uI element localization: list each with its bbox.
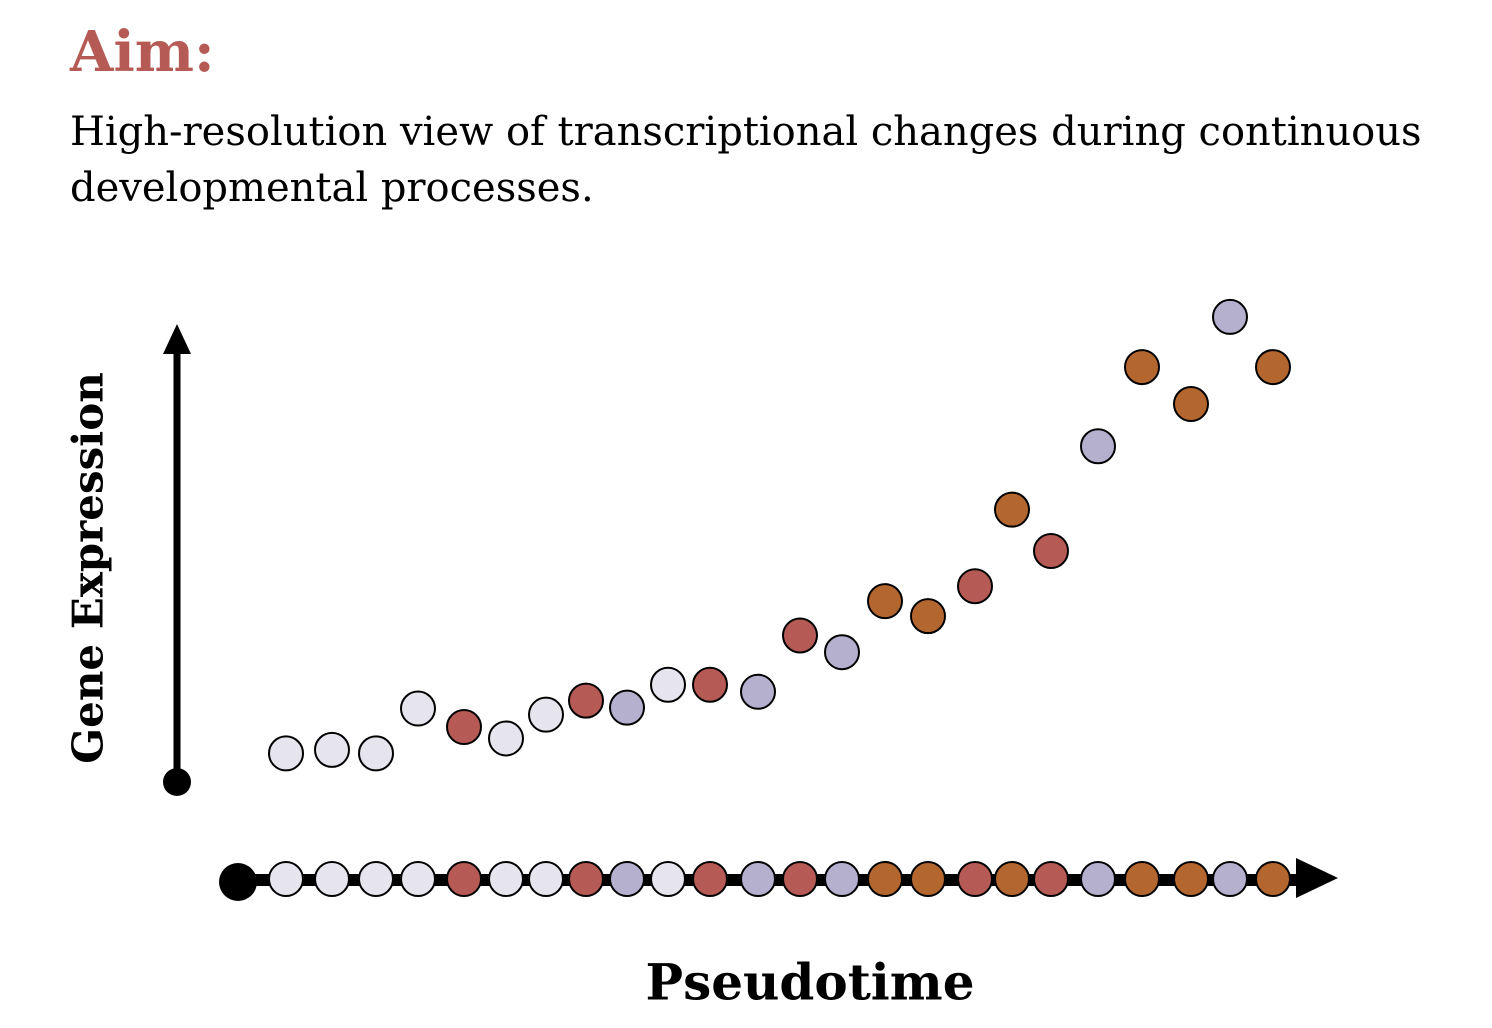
expression-dot: [867, 583, 903, 620]
expression-dot: [1124, 349, 1160, 386]
expression-dot: [1173, 386, 1209, 423]
axis-cell-dot: [692, 861, 728, 897]
y-axis-label: Gene Expression: [63, 372, 113, 764]
x-axis-label: Pseudotime: [645, 952, 975, 1012]
axis-cell-dot: [910, 861, 946, 897]
axis-cell-dot: [1033, 861, 1069, 897]
expression-dot: [1255, 349, 1291, 386]
expression-dot: [650, 666, 686, 703]
y-axis-origin-dot: [163, 768, 191, 796]
expression-dot: [1080, 428, 1116, 465]
aim-title: Aim:: [70, 19, 215, 85]
y-axis-arrowhead: [163, 324, 191, 354]
expression-dot: [488, 720, 524, 757]
axis-cell-dot: [650, 861, 686, 897]
expression-dot: [446, 709, 482, 745]
axis-cell-dot: [528, 861, 564, 897]
axis-cell-dot: [568, 861, 604, 897]
expression-dot: [782, 617, 818, 654]
expression-dot: [1212, 298, 1248, 335]
axis-cell-dot: [867, 861, 903, 897]
axis-cell-dot: [1080, 861, 1116, 897]
axis-cell-dot: [1255, 861, 1291, 897]
axis-cell-dot: [446, 861, 482, 897]
expression-dot: [1033, 533, 1069, 569]
expression-dot: [268, 735, 304, 772]
axis-cell-dot: [488, 861, 524, 897]
axis-cell-dot: [1212, 861, 1248, 897]
axis-cell-dot: [314, 861, 350, 897]
expression-dot: [358, 735, 394, 772]
expression-dot: [400, 690, 436, 727]
axis-cell-dots: [268, 861, 1291, 897]
axis-cell-dot: [1173, 861, 1209, 897]
expression-dot: [692, 666, 728, 703]
expression-dot: [740, 673, 776, 710]
y-axis: [163, 324, 191, 796]
expression-dot: [910, 598, 946, 635]
axis-cell-dot: [824, 861, 860, 897]
axis-cell-dot: [740, 861, 776, 897]
axis-cell-dot: [782, 861, 818, 897]
expression-dot: [824, 634, 860, 671]
expression-dot: [528, 696, 564, 733]
axis-cell-dot: [268, 861, 304, 897]
expression-dots: [268, 298, 1291, 772]
expression-dot: [609, 689, 645, 726]
x-axis-arrowhead: [1296, 858, 1338, 898]
expression-dot: [568, 682, 604, 719]
axis-cell-dot: [609, 861, 645, 897]
expression-dot: [994, 491, 1030, 528]
axis-cell-dot: [957, 861, 993, 897]
axis-cell-dot: [400, 861, 436, 897]
axis-cell-dot: [358, 861, 394, 897]
aim-description: High-resolution view of transcriptional …: [70, 109, 1422, 211]
expression-dot: [314, 731, 350, 768]
axis-cell-dot: [1124, 861, 1160, 897]
x-axis-origin-dot: [219, 863, 257, 901]
axis-cell-dot: [994, 861, 1030, 897]
expression-dot: [957, 568, 993, 605]
